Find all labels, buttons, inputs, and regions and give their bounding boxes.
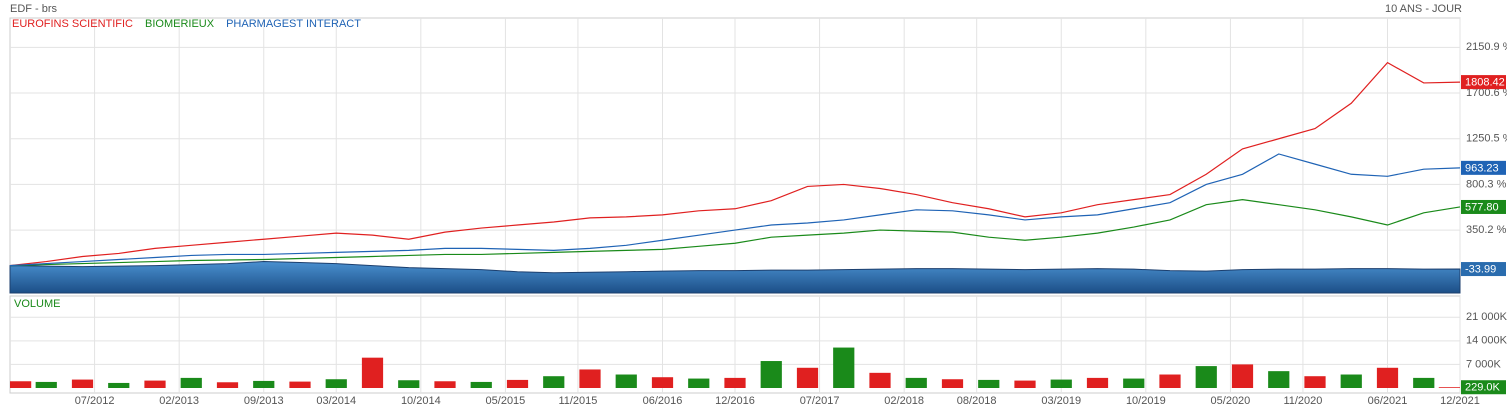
y-tick-label: 1700.6 % xyxy=(1466,87,1507,99)
last-value-badge xyxy=(1461,160,1506,175)
volume-bar xyxy=(361,357,384,388)
volume-bar xyxy=(869,372,891,388)
volume-bar xyxy=(1438,387,1460,388)
volume-bar xyxy=(470,381,492,388)
y-tick-label: 350.2 % xyxy=(1466,224,1507,236)
volume-bar xyxy=(796,367,819,388)
last-value-badge xyxy=(1461,75,1506,90)
series-line xyxy=(9,61,1461,267)
volume-bar xyxy=(978,379,1000,388)
volume-bar xyxy=(1340,374,1362,388)
volume-title: VOLUME xyxy=(14,298,60,310)
x-tick-label: 10/2019 xyxy=(1126,395,1166,407)
x-tick-label: 06/2021 xyxy=(1368,395,1408,407)
x-tick-label: 11/2020 xyxy=(1283,395,1322,407)
volume-bar xyxy=(579,369,601,388)
x-tick-label: 07/2012 xyxy=(75,395,115,407)
last-value-badge xyxy=(1461,199,1506,214)
volume-bar xyxy=(398,380,420,388)
volume-bar xyxy=(1268,371,1290,388)
volume-bar xyxy=(941,379,964,388)
volume-bar xyxy=(1231,364,1254,388)
volume-bar xyxy=(1304,376,1326,388)
volume-bar xyxy=(724,377,746,388)
volume-bar xyxy=(905,377,927,388)
x-tick-label: 09/2013 xyxy=(244,395,284,407)
x-tick-label: 03/2014 xyxy=(316,395,356,407)
x-tick-label: 05/2015 xyxy=(486,395,526,407)
volume-bar xyxy=(216,382,239,388)
volume-bar xyxy=(10,381,32,388)
last-value-badge xyxy=(1461,380,1506,395)
volume-bar xyxy=(506,379,529,388)
volume-bar xyxy=(1086,377,1109,388)
y-tick-label: 1250.5 % xyxy=(1466,133,1507,145)
volume-bar xyxy=(253,380,275,388)
y-tick-label: 21 000K xyxy=(1466,311,1507,323)
x-tick-label: 11/2015 xyxy=(558,395,597,407)
volume-bar xyxy=(108,382,130,388)
volume-bar xyxy=(1376,367,1399,388)
volume-bar xyxy=(1195,366,1217,388)
x-tick-label: 12/2021 xyxy=(1440,395,1480,407)
volume-bar xyxy=(760,361,782,388)
volume-bar xyxy=(71,379,94,388)
x-tick-label: 05/2020 xyxy=(1211,395,1251,407)
volume-bar xyxy=(1123,378,1145,388)
y-tick-label: 800.3 % xyxy=(1466,178,1507,190)
x-tick-label: 06/2016 xyxy=(643,395,683,407)
legend-entry: EUROFINS SCIENTIFIC xyxy=(12,18,133,30)
volume-bar xyxy=(543,376,565,388)
volume-bar xyxy=(144,380,166,388)
x-tick-label: 03/2019 xyxy=(1041,395,1081,407)
y-tick-label: 2150.9 % xyxy=(1466,41,1507,53)
y-tick-label: 14 000K xyxy=(1466,335,1507,347)
x-tick-label: 07/2017 xyxy=(800,395,840,407)
last-value-label: 1808.42 xyxy=(1465,76,1505,88)
volume-bar xyxy=(1050,379,1072,388)
series-line xyxy=(9,199,1461,267)
volume-bar xyxy=(325,379,347,388)
x-tick-label: 10/2014 xyxy=(401,395,441,407)
volume-bar xyxy=(688,378,710,388)
x-tick-label: 08/2018 xyxy=(957,395,997,407)
chart-title: EDF - brs xyxy=(10,3,58,15)
last-value-badge xyxy=(1461,262,1506,277)
area xyxy=(9,261,1461,294)
legend-entry: BIOMERIEUX xyxy=(145,18,215,30)
volume-bar xyxy=(1014,380,1036,388)
last-value-label: 963.23 xyxy=(1465,162,1499,174)
x-tick-label: 02/2013 xyxy=(159,395,199,407)
period: 10 ANS - JOUR xyxy=(1385,3,1462,15)
last-value-label: 229.0K xyxy=(1465,382,1501,394)
x-tick-label: 02/2018 xyxy=(884,395,924,407)
volume-bar xyxy=(1159,374,1181,388)
y-tick-label: 7 000K xyxy=(1466,358,1502,370)
volume-bar xyxy=(833,347,855,388)
x-tick-label: 12/2016 xyxy=(715,395,755,407)
volume-bar xyxy=(1413,377,1435,388)
volume-bar xyxy=(180,377,202,388)
legend-entry: PHARMAGEST INTERACT xyxy=(226,18,361,30)
last-value-label: 577.80 xyxy=(1465,201,1499,213)
series-line xyxy=(9,153,1461,267)
volume-bar xyxy=(434,381,456,388)
volume-bar xyxy=(615,374,637,388)
volume-bar xyxy=(651,377,674,388)
volume-bar xyxy=(35,381,57,388)
volume-bar xyxy=(289,381,311,388)
last-value-label: -33.99 xyxy=(1465,263,1496,275)
